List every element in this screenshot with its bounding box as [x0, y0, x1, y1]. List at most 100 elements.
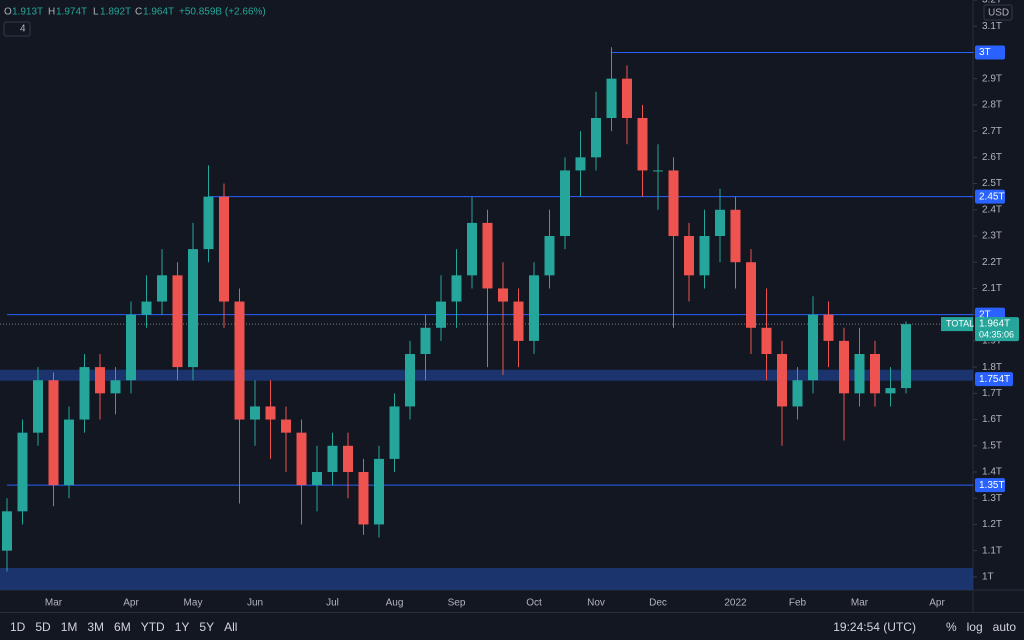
- last-price: 1.964T: [979, 319, 1010, 330]
- y-tick-label: 3.2T: [982, 0, 1002, 6]
- y-tick-label: 1.2T: [982, 519, 1002, 530]
- l-label: L: [93, 7, 99, 18]
- last-name-box: [941, 317, 973, 332]
- range-button[interactable]: 1D: [10, 619, 26, 634]
- clock: 19:24:54 (UTC): [833, 619, 916, 634]
- range-button[interactable]: 1Y: [174, 619, 190, 634]
- candle-body: [48, 380, 59, 486]
- range-button[interactable]: 5D: [35, 619, 51, 634]
- y-tick-label: 2.8T: [982, 100, 1002, 111]
- candle-body: [746, 262, 756, 328]
- candle-body: [33, 380, 43, 433]
- candle-body: [79, 367, 90, 420]
- y-tick-label: 2.7T: [982, 126, 1002, 137]
- candle-body: [684, 236, 694, 276]
- candle-body: [141, 301, 152, 315]
- candle-body: [606, 78, 617, 118]
- toolbar: 1D 5D 1M 3M 6M YTD 1Y 5Y All 19:24:54 (UTC)% log au…: [0, 612, 1024, 640]
- range-button[interactable]: 5Y: [199, 619, 215, 634]
- candle-body: [110, 380, 121, 394]
- percent-toggle[interactable]: %: [945, 619, 957, 634]
- candle-body: [808, 314, 818, 381]
- y-tick-label: 1T: [982, 572, 994, 583]
- candle-body: [529, 275, 539, 341]
- candle-body: [699, 236, 710, 276]
- candle-body: [265, 406, 276, 420]
- auto-toggle[interactable]: auto: [992, 619, 1016, 634]
- candle-body: [172, 275, 183, 368]
- candle-body: [823, 314, 834, 341]
- o: 1.913T: [12, 7, 43, 18]
- candle-body: [203, 196, 214, 250]
- candle-body: [622, 78, 632, 118]
- x-tick-label: Mar: [45, 598, 63, 609]
- x-tick-label: Apr: [929, 598, 945, 609]
- candle-body: [281, 419, 291, 433]
- candle-body: [854, 354, 865, 394]
- price-label: 1.754T: [979, 374, 1010, 385]
- x-tick-label: Jun: [247, 598, 263, 609]
- candle-body: [296, 432, 307, 486]
- last-name: TOTAL: [946, 318, 974, 328]
- o-label: O: [4, 7, 12, 18]
- countdown: 04:35:06: [979, 329, 1014, 339]
- y-tick-label: 2.9T: [982, 73, 1002, 84]
- change: +50.859B (+2.66%): [179, 7, 266, 18]
- candle-body: [95, 367, 105, 394]
- candle-body: [312, 472, 322, 486]
- price-label: 3T: [979, 47, 991, 58]
- candle-body: [2, 511, 12, 551]
- y-tick-label: 2.5T: [982, 178, 1002, 189]
- currency-select[interactable]: [983, 4, 1013, 21]
- h: 1.974T: [56, 7, 87, 18]
- y-tick-label: 2.1T: [982, 283, 1002, 294]
- price-label: 1.35T: [979, 480, 1005, 491]
- range-button[interactable]: All: [224, 619, 238, 634]
- candle-body: [730, 209, 741, 263]
- chart: O 1.913T H 1.974T L 1.892T C 1.964T +50.…: [0, 0, 1024, 612]
- indicator-toggle[interactable]: [3, 21, 31, 37]
- candle-body: [343, 445, 353, 472]
- price-label: 2.45T: [979, 191, 1005, 202]
- candle-body: [389, 406, 400, 459]
- log-toggle[interactable]: log: [966, 619, 983, 634]
- indicator-count: 4: [20, 24, 26, 35]
- candle-body: [668, 170, 679, 236]
- x-tick-label: Nov: [587, 598, 605, 609]
- range-button[interactable]: 3M: [87, 619, 105, 634]
- candle-body: [653, 170, 663, 172]
- y-tick-label: 1.3T: [982, 493, 1002, 504]
- candle-body: [467, 222, 477, 276]
- zone: [0, 369, 973, 381]
- range-button[interactable]: YTD: [140, 619, 165, 634]
- price-label-box: [975, 45, 1005, 60]
- candle-body: [436, 301, 446, 328]
- candle-body: [250, 406, 260, 420]
- candle-body: [885, 388, 896, 394]
- candle-body: [560, 170, 570, 236]
- range-button[interactable]: 6M: [114, 619, 131, 634]
- price-label-box: [975, 372, 1013, 387]
- y-tick-label: 1.5T: [982, 440, 1002, 451]
- y-tick-label: 1.8T: [982, 362, 1002, 373]
- candle-body: [358, 472, 369, 525]
- y-tick-label: 2.3T: [982, 231, 1002, 242]
- candle-body: [591, 118, 601, 158]
- candle-body: [575, 157, 586, 171]
- y-tick-label: 3.1T: [982, 21, 1002, 32]
- candle-body: [839, 340, 849, 394]
- candle-body: [17, 432, 28, 512]
- x-tick-label: Jul: [326, 598, 339, 609]
- c: 1.964T: [143, 7, 174, 18]
- price-label: 2T: [979, 309, 991, 320]
- range-button[interactable]: 1M: [60, 619, 78, 634]
- x-tick-label: Feb: [789, 598, 807, 609]
- candle-body: [870, 354, 880, 394]
- candle-body: [715, 209, 725, 236]
- x-tick-label: Apr: [123, 598, 139, 609]
- c-label: C: [135, 7, 142, 18]
- header: O 1.913T H 1.974T L 1.892T C 1.964T +50.…: [3, 4, 1013, 37]
- candle-body: [451, 275, 462, 302]
- candle-body: [637, 118, 648, 171]
